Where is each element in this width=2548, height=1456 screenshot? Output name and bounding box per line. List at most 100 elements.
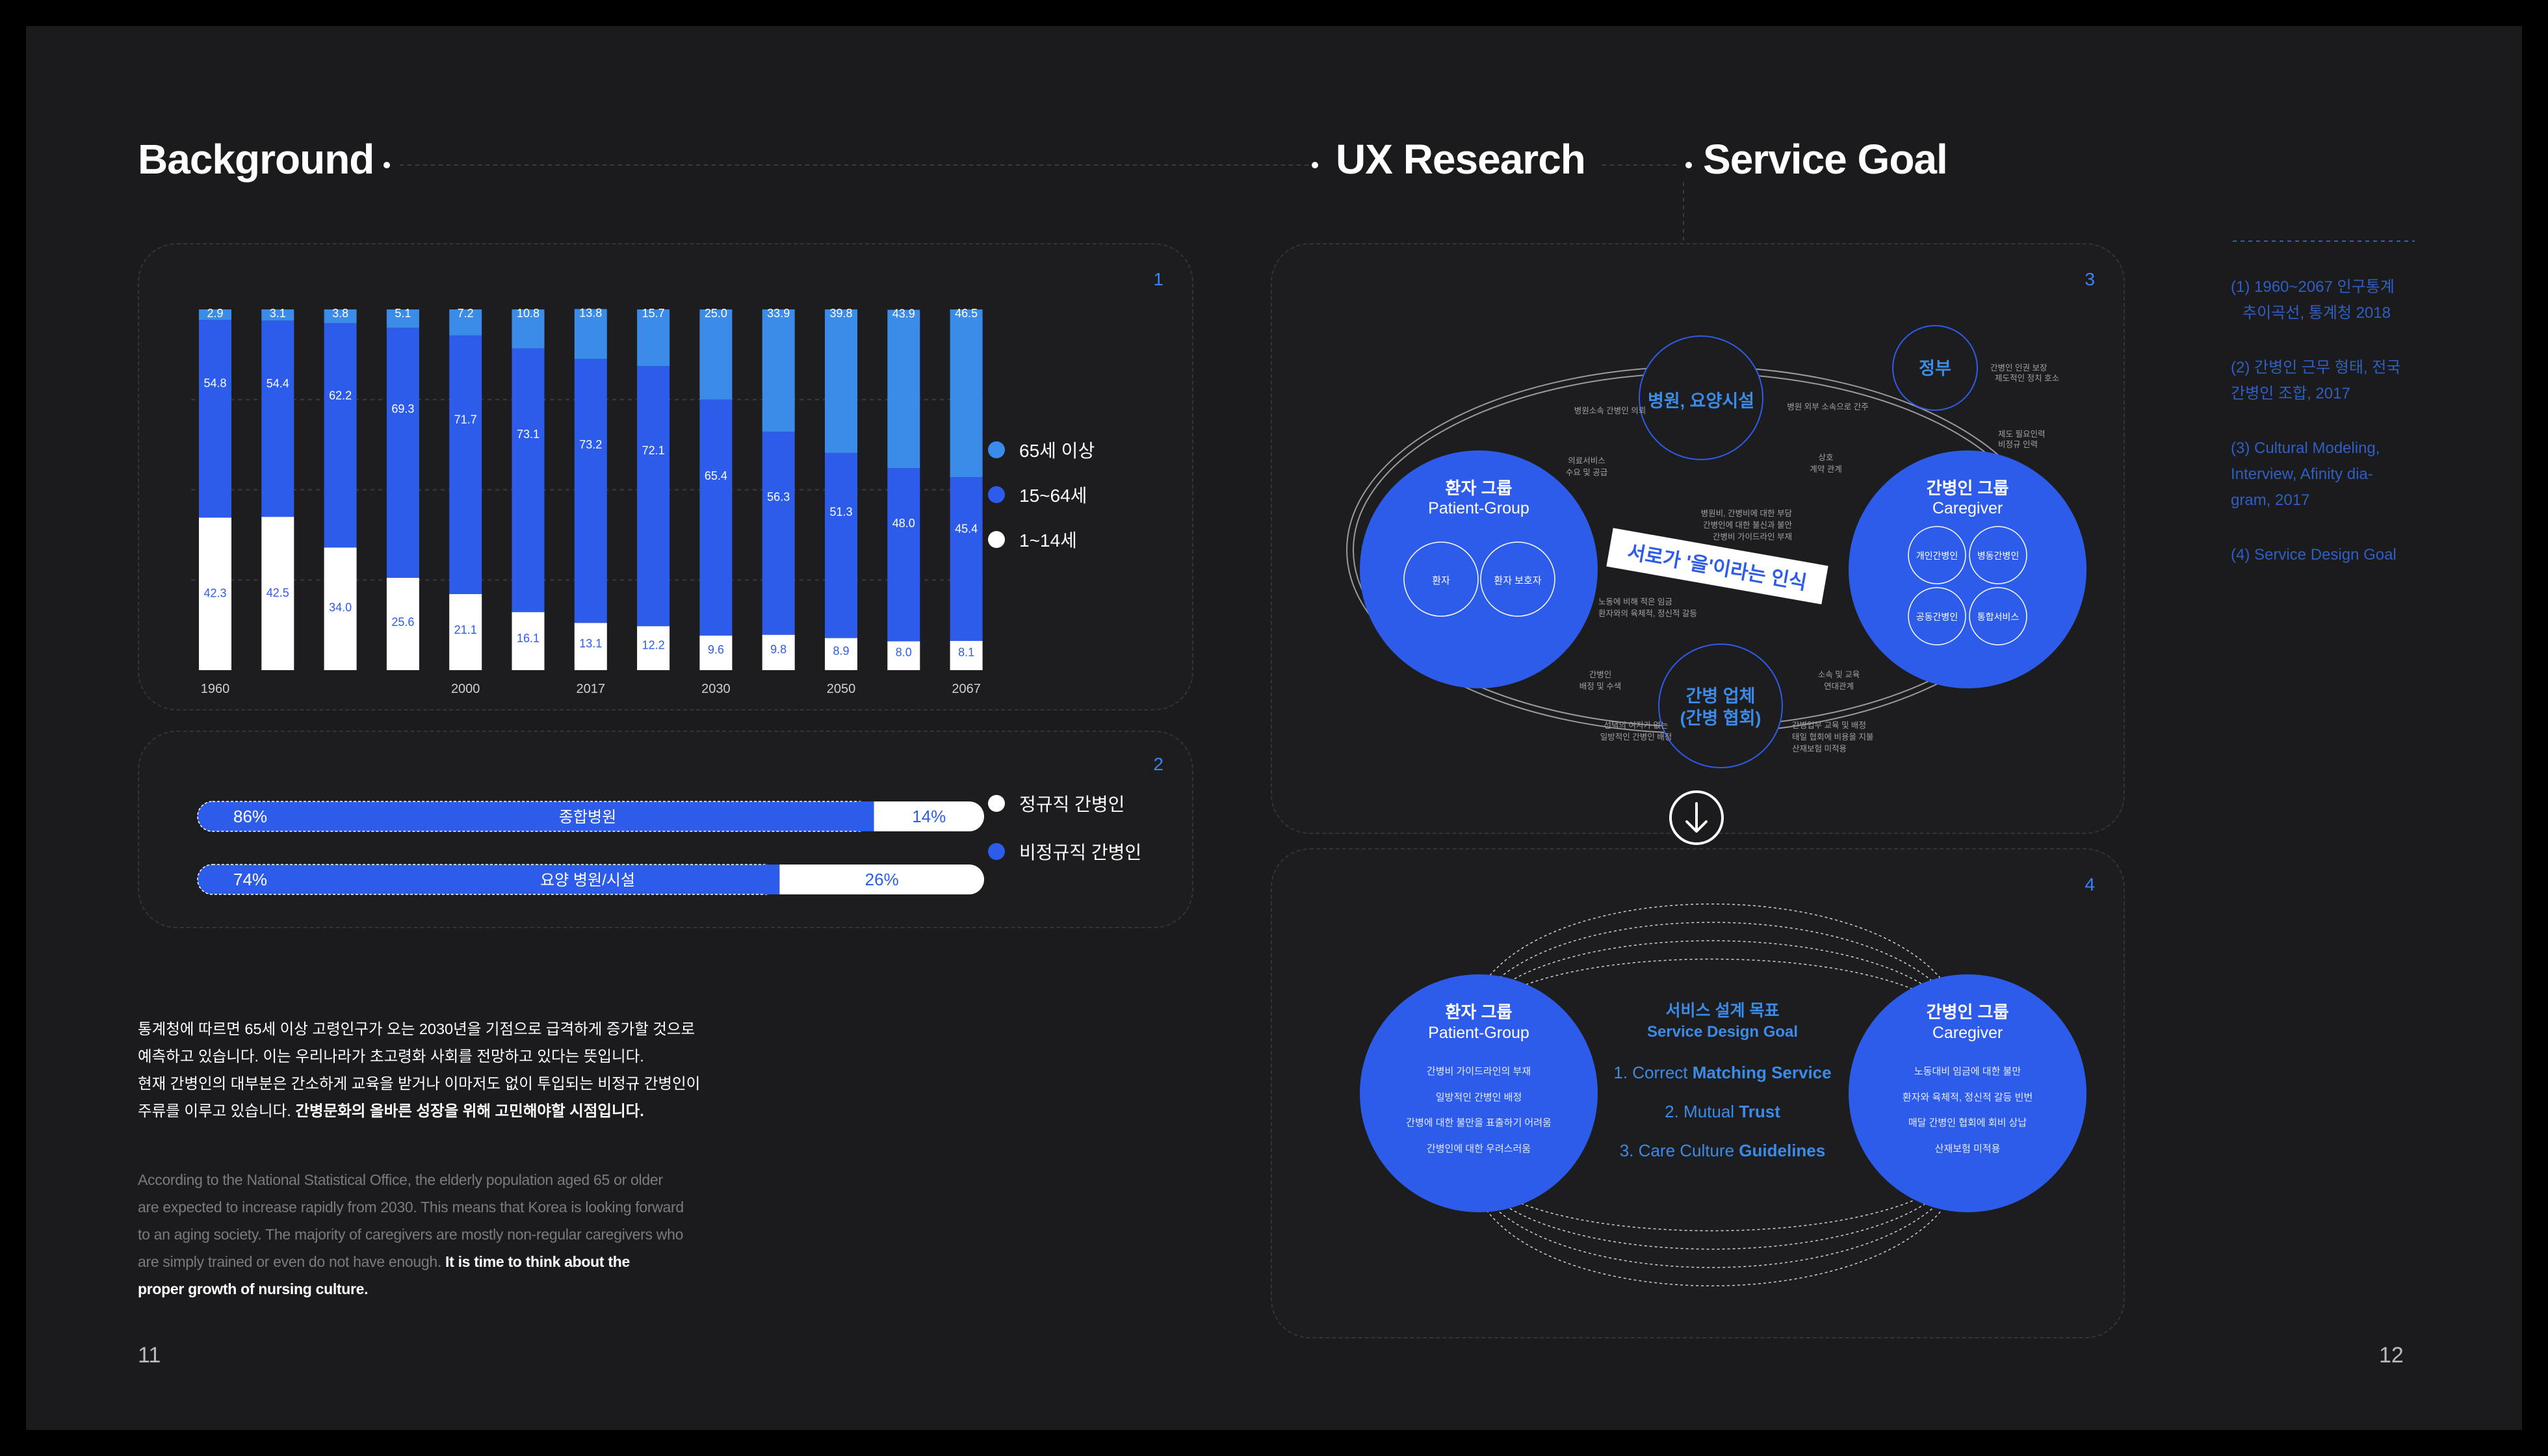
pain-point: 산재보험 미적용	[1935, 1143, 2001, 1154]
data-label: 13.1	[579, 637, 602, 650]
note: 상호	[1818, 453, 1833, 462]
bar-segment	[887, 641, 920, 670]
x-tick-label: 1960	[201, 682, 230, 696]
population-stacked-chart: 42.3 54.8 2.9 42.5 54.4 3.1 34.0 62.2 3.8 25.6 69.…	[191, 306, 984, 696]
pain-point: 매달 간병인 협회에 회비 상납	[1908, 1117, 2027, 1128]
government-node	[1892, 325, 1978, 411]
caregiver-subgroup	[1908, 526, 1966, 584]
english-paragraph: According to the National Statistical Of…	[138, 1166, 788, 1303]
population-chart-panel: 1 42.3 54.8 2.9 42.5 54.4 3.1 34.0 62.2 3.8 25.6 6…	[138, 243, 1193, 710]
goal-subtitle: Service Design Goal	[1647, 1023, 1798, 1041]
data-label: 25.6	[391, 616, 414, 629]
legend-item: 비정규직 간병인	[988, 838, 1141, 864]
data-label: 39.8	[829, 307, 852, 320]
data-label: 71.7	[454, 413, 477, 426]
bar-segment	[764, 864, 780, 894]
caregiver-subgroup	[1969, 526, 2027, 584]
goal-item-prefix: 3. Care Culture	[1620, 1141, 1739, 1160]
data-label: 8.9	[833, 644, 849, 657]
category-label: 종합병원	[559, 809, 616, 826]
patient-subgroup	[1403, 541, 1479, 617]
note: 병원 외부 소속으로 간주	[1787, 402, 1868, 411]
bar-segment	[386, 577, 419, 670]
patient-subgroup-label: 환자 보호자	[1494, 575, 1541, 586]
header-dot	[384, 162, 390, 168]
connection-arc	[1491, 922, 1937, 985]
bar-segment	[261, 320, 294, 517]
data-label: 42.5	[266, 586, 289, 599]
page-number-right: 12	[2379, 1343, 2404, 1368]
bar-segment	[637, 309, 670, 367]
data-label: 51.3	[829, 506, 852, 519]
data-label: 33.9	[767, 307, 790, 320]
patient-subgroup-label: 환자	[1432, 575, 1450, 586]
goal-title: 서비스 설계 목표	[1666, 1002, 1780, 1020]
patient-group-subtitle: Patient-Group	[1428, 499, 1529, 517]
x-tick-label: 2017	[577, 682, 606, 696]
panel-number: 3	[2085, 269, 2095, 289]
data-label: 73.2	[579, 438, 602, 451]
note: 간병인에 대한 불신과 불안	[1703, 521, 1792, 530]
legend-item: 1~14세	[988, 526, 1077, 552]
x-tick-label: 2030	[701, 682, 731, 696]
panel-number: 1	[1153, 269, 1164, 289]
legend-swatch	[988, 795, 1005, 812]
data-label: 69.3	[391, 402, 414, 415]
note: 선택의 여지가 없는	[1604, 721, 1669, 730]
patient-group-title: 환자 그룹	[1446, 478, 1513, 498]
data-label: 56.3	[767, 490, 790, 503]
bar-segment	[637, 626, 670, 670]
data-label: 46.5	[955, 307, 978, 320]
connection-arc	[1496, 1199, 1932, 1250]
goal-item-keyword: Matching Service	[1693, 1063, 1832, 1082]
patient-pain-points: 간병비 가이드라인의 부재 일방적인 간병인 배정 간병에 대한 불만을 표출하…	[1406, 1066, 1552, 1154]
note: 산재보험 미적용	[1792, 744, 1847, 753]
bar-segment	[574, 623, 607, 670]
text-line: 주류를 이루고 있습니다.	[138, 1102, 296, 1119]
category-label: 요양 병원/시설	[540, 872, 635, 889]
relation-notes: 병원소속 간병인 의뢰 병원 외부 소속으로 간주 의료서비스 수요 및 공급 …	[1566, 363, 2059, 753]
legend-item: 15~64세	[988, 482, 1087, 508]
bar-segment	[512, 348, 545, 612]
hospital-node	[1639, 335, 1763, 460]
pain-point: 노동대비 임금에 대한 불만	[1914, 1066, 2022, 1077]
agency-node	[1658, 644, 1783, 768]
data-label: 10.8	[517, 307, 540, 320]
connection-arc	[1491, 1204, 1937, 1268]
bar-segment	[512, 309, 545, 348]
legend-swatch	[988, 441, 1005, 458]
note: 태일 협회에 비용을 지불	[1792, 733, 1873, 742]
ref-line: 추이곡선, 통계청 2018	[2242, 304, 2391, 322]
data-label: 42.3	[203, 586, 226, 599]
legend-label: 정규직 간병인	[1019, 794, 1125, 814]
caregiver-group-subtitle: Caregiver	[1932, 499, 2003, 517]
bar-segment	[887, 468, 920, 642]
data-label: 21.1	[454, 623, 477, 636]
ref-line: Interview, Afinity dia-	[2231, 465, 2373, 483]
bar-segment	[762, 309, 795, 432]
background-title: Background	[138, 136, 374, 183]
note: 연대관계	[1824, 682, 1854, 691]
legend-item: 정규직 간병인	[988, 790, 1124, 816]
text-emphasis: 간병문화의 올바른 성장을 위해 고민해야할 시점입니다.	[295, 1102, 644, 1119]
ref-line: (2) 간병인 근무 형태, 전국	[2231, 359, 2401, 376]
caregiver-group-node	[1849, 450, 2086, 688]
caregiver-pain-points: 노동대비 임금에 대한 불만 환자와 육체적, 정신적 갈등 빈번 매달 간병인…	[1903, 1066, 2033, 1154]
slide-canvas: Background UX Research Service Goal 1 42…	[26, 26, 2522, 1430]
bar-segment	[199, 320, 231, 518]
pain-point: 간병에 대한 불만을 표출하기 어려움	[1406, 1117, 1552, 1128]
note: 간병비 가이드라인 부재	[1713, 532, 1792, 541]
ref-line: gram, 2017	[2231, 491, 2310, 509]
connection-arc	[1502, 958, 1927, 996]
caregiver-subgroup	[1908, 587, 1966, 645]
note: 계약 관계	[1810, 464, 1841, 474]
note: 일방적인 간병인 배정	[1600, 733, 1672, 742]
bar-segment	[699, 399, 733, 636]
goal-item-prefix: 1. Correct	[1613, 1063, 1692, 1082]
service-goal-diagram: 환자 그룹 Patient-Group 간병비 가이드라인의 부재 일방적인 간…	[1360, 904, 2086, 1286]
data-label: 8.1	[958, 645, 974, 658]
bar-segment	[825, 638, 857, 670]
x-tick-label: 2067	[952, 682, 981, 696]
connection-arc	[1496, 940, 1932, 991]
ref-line: 간병인 조합, 2017	[2231, 385, 2350, 402]
